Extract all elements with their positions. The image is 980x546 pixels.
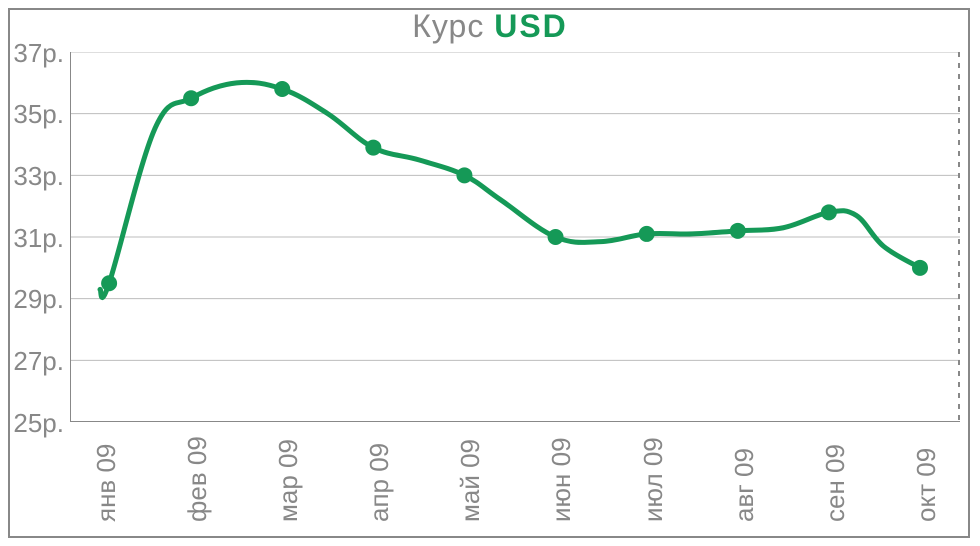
y-axis-label: 33р. [13,161,64,192]
chart-title: Курс USD [0,8,980,45]
chart-title-prefix: Курс [412,8,494,44]
y-axis-label: 27р. [13,346,64,377]
plot-svg [70,52,960,422]
x-axis-label: июл 09 [638,437,669,522]
chart-title-currency: USD [494,8,568,44]
x-axis-label: фев 09 [182,436,213,522]
x-axis-label: янв 09 [91,444,122,522]
y-axis-label: 29р. [13,284,64,315]
x-axis-label: мар 09 [273,439,304,522]
chart-container: Курс USD 25р. 27р. 29р. 31р. 33р. 35р. 37р. янв… [0,0,980,546]
x-axis-label: апр 09 [364,443,395,522]
x-axis-label: авг 09 [729,448,760,522]
x-axis-label: май 09 [455,439,486,522]
x-axis-label: окт 09 [911,448,942,522]
x-axis-label: июн 09 [546,437,577,522]
y-axis-label: 25р. [13,408,64,439]
plot-area [70,52,960,422]
y-axis-label: 31р. [13,223,64,254]
y-axis-label: 35р. [13,99,64,130]
x-axis-label: сен 09 [820,444,851,522]
y-axis-label: 37р. [13,38,64,69]
